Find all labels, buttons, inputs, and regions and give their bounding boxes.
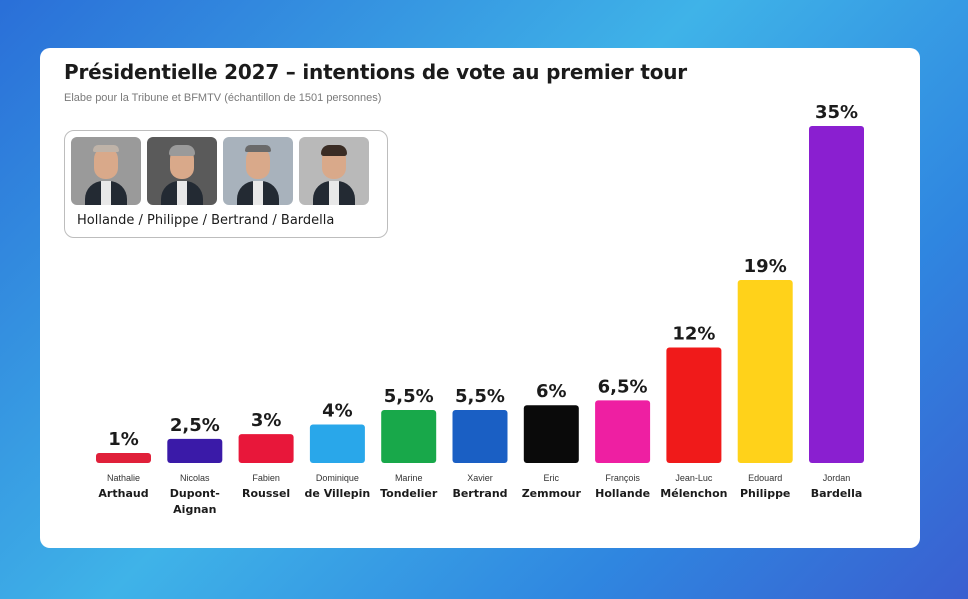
photo-philippe	[147, 137, 217, 205]
bar	[167, 438, 223, 463]
category-first-name: Nicolas	[180, 473, 210, 483]
value-label: 2,5%	[170, 415, 220, 436]
value-label: 19%	[744, 256, 787, 277]
category-first-name: Jean-Luc	[675, 473, 713, 483]
category-last-name: Hollande	[595, 487, 650, 500]
bar	[595, 400, 651, 463]
photo-bertrand	[223, 137, 293, 205]
category-first-name: Xavier	[467, 473, 493, 483]
category-first-name: Fabien	[252, 473, 280, 483]
bar	[523, 405, 579, 463]
category-last-name: de Villepin	[305, 487, 371, 500]
chart-subtitle: Elabe pour la Tribune et BFMTV (échantil…	[64, 92, 382, 104]
category-first-name: Edouard	[748, 473, 782, 483]
category-first-name: Jordan	[823, 473, 851, 483]
candidate-photos	[71, 137, 369, 205]
value-label: 35%	[815, 102, 858, 123]
value-label: 6%	[536, 381, 567, 402]
bar-chart: 1% Nathalie Arthaud 2,5% Nicolas Dupont- Aigna…	[96, 102, 864, 516]
value-label: 6,5%	[598, 376, 648, 397]
category-last-name: Tondelier	[380, 487, 438, 500]
bar	[309, 424, 365, 463]
bar	[381, 410, 437, 463]
category-last-name: Roussel	[242, 487, 290, 500]
value-label: 5,5%	[455, 386, 505, 407]
chart-title: Présidentielle 2027 – intentions de vote…	[64, 60, 687, 84]
bar	[737, 280, 793, 463]
category-last-name: Aignan	[173, 503, 216, 516]
bar	[666, 347, 722, 463]
bar	[809, 126, 864, 463]
category-last-name: Dupont-	[170, 487, 220, 500]
value-label: 5,5%	[384, 386, 434, 407]
bar	[96, 453, 151, 463]
category-last-name: Arthaud	[98, 487, 148, 500]
bar	[238, 434, 294, 463]
category-first-name: Dominique	[316, 473, 359, 483]
value-label: 12%	[672, 323, 715, 344]
category-first-name: François	[605, 473, 640, 483]
category-first-name: Eric	[544, 473, 560, 483]
category-first-name: Nathalie	[107, 473, 140, 483]
chart-card: Présidentielle 2027 – intentions de vote…	[40, 48, 920, 548]
category-last-name: Bardella	[811, 487, 863, 500]
category-last-name: Bertrand	[452, 487, 507, 500]
value-label: 3%	[251, 410, 282, 431]
photo-hollande	[71, 137, 141, 205]
photo-caption: Hollande / Philippe / Bertrand / Bardell…	[77, 213, 335, 228]
category-last-name: Philippe	[740, 487, 790, 500]
value-label: 4%	[322, 400, 353, 421]
candidate-photos-box: Hollande / Philippe / Bertrand / Bardell…	[64, 130, 388, 238]
category-last-name: Mélenchon	[660, 487, 727, 500]
category-first-name: Marine	[395, 473, 423, 483]
value-label: 1%	[108, 429, 139, 450]
photo-bardella	[299, 137, 369, 205]
bar	[452, 410, 508, 463]
category-last-name: Zemmour	[522, 487, 582, 500]
